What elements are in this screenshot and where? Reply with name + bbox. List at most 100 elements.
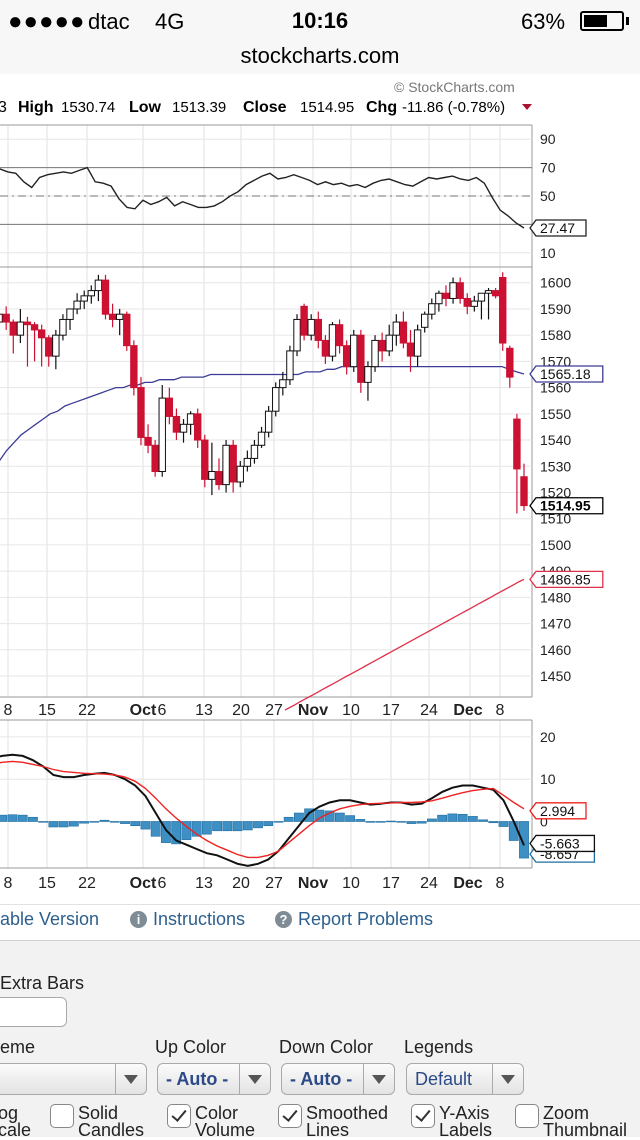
solid-candles-checkbox[interactable] — [50, 1104, 74, 1128]
macd-histogram-bar — [99, 819, 110, 822]
report-problems-link[interactable]: Report Problems — [298, 909, 434, 929]
candle — [435, 290, 443, 312]
header-cut-prefix: 3 — [0, 99, 7, 116]
theme-select[interactable] — [0, 1063, 147, 1095]
x-axis-label: Oct — [130, 702, 157, 719]
candle-body — [208, 471, 216, 480]
candle — [449, 277, 457, 304]
macd-tick-label: 10 — [540, 771, 556, 787]
down-color-value: - Auto - — [290, 1069, 353, 1089]
smoothed-lines-checkbox[interactable] — [278, 1104, 302, 1128]
printable-version-link[interactable]: able Version — [0, 909, 100, 929]
candle — [229, 440, 237, 493]
candle — [307, 314, 315, 341]
macd-histogram-bar — [38, 821, 49, 823]
high-label: High — [18, 99, 54, 116]
moving-average-200 — [284, 578, 525, 711]
battery-icon — [580, 11, 624, 31]
moving-average-50 — [0, 365, 525, 462]
price-tick-label: 1520 — [540, 484, 571, 500]
candle — [321, 335, 330, 365]
macd-histogram-bar — [171, 821, 182, 845]
instructions-link[interactable]: Instructions — [153, 909, 246, 929]
candle — [506, 345, 514, 388]
up-color-value: - Auto - — [166, 1069, 229, 1089]
candle — [123, 311, 131, 351]
candle — [300, 303, 308, 341]
url-text[interactable]: stockcharts.com — [240, 43, 400, 68]
macd-histogram-bar — [17, 814, 28, 822]
price-tick-label: 1540 — [540, 432, 571, 448]
rsi-tick-label: 10 — [540, 245, 556, 261]
x-axis-label: 8 — [496, 702, 505, 719]
close-last-value: 1514.95 — [540, 498, 591, 514]
legends-select[interactable]: Default — [406, 1063, 524, 1095]
candle — [342, 340, 351, 375]
candle-body — [45, 337, 53, 357]
info-icon[interactable]: i — [130, 911, 147, 928]
candle-body — [364, 366, 372, 383]
x-axis-label: Dec — [453, 702, 482, 719]
chart-settings-panel: Extra Bars eme Up Color Down Color Legen… — [0, 940, 640, 1140]
candle-body — [314, 318, 322, 341]
candle-body — [321, 339, 330, 357]
candle — [406, 329, 415, 372]
x-axis-label: 17 — [382, 702, 400, 719]
candle — [2, 306, 10, 330]
x-axis-label: 10 — [342, 875, 360, 892]
candle — [9, 319, 17, 354]
macd-histogram-bar — [68, 821, 79, 827]
candle-body — [250, 444, 259, 459]
candle-body — [357, 334, 365, 383]
candle-body — [87, 290, 96, 297]
candle — [314, 311, 322, 349]
chevron-down-icon — [492, 1064, 523, 1094]
x-axis-label: 20 — [232, 702, 250, 719]
candle — [16, 308, 25, 344]
x-axis-label: 15 — [38, 702, 56, 719]
address-bar[interactable]: stockcharts.com — [0, 40, 640, 75]
ma50-last-value: 1565.18 — [540, 366, 591, 382]
close-last-value-box — [529, 497, 604, 515]
candle — [208, 442, 216, 496]
x-axis-label: 17 — [382, 875, 400, 892]
help-icon[interactable]: ? — [275, 911, 292, 928]
color-volume-checkbox[interactable] — [167, 1104, 191, 1128]
x-axis-label: 22 — [78, 702, 96, 719]
macd-histogram-bar — [375, 821, 386, 823]
zoom-thumbnail-checkbox[interactable] — [515, 1104, 539, 1128]
candle-body — [300, 305, 308, 336]
x-axis-label: Nov — [298, 702, 328, 719]
candle-body — [108, 313, 117, 320]
price-tick-label: 1470 — [540, 616, 571, 632]
macd-histogram-bar — [437, 814, 448, 822]
candle — [45, 335, 53, 367]
zoom-thumbnail-label: Zoom Thumbnail — [543, 1103, 628, 1140]
candle-body — [385, 334, 393, 352]
x-axis-label: 8 — [4, 875, 13, 892]
candle — [350, 329, 358, 372]
candle-body — [66, 308, 74, 320]
candle — [371, 335, 379, 372]
candle-body — [435, 292, 443, 305]
extra-bars-input[interactable] — [0, 997, 67, 1027]
down-color-select[interactable]: - Auto - — [281, 1063, 395, 1095]
up-color-select[interactable]: - Auto - — [157, 1063, 271, 1095]
candle-body — [2, 313, 10, 323]
macd-histogram-bar — [130, 821, 141, 827]
candle — [236, 461, 244, 488]
candle — [335, 319, 344, 354]
candle — [428, 298, 436, 320]
candle — [94, 274, 103, 302]
close-label: Close — [243, 99, 287, 116]
candle-body — [201, 439, 209, 480]
chart-links-bar: able Version i Instructions ? Report Pro… — [0, 904, 640, 935]
candle — [420, 311, 429, 333]
rsi-tick-label: 50 — [540, 188, 556, 204]
y-axis-labels-checkbox[interactable] — [411, 1104, 435, 1128]
macd-histogram-bar — [467, 816, 478, 822]
candle — [477, 292, 486, 320]
candle — [165, 387, 174, 425]
candle-body — [165, 397, 174, 417]
macd-histogram-bar — [447, 813, 458, 822]
